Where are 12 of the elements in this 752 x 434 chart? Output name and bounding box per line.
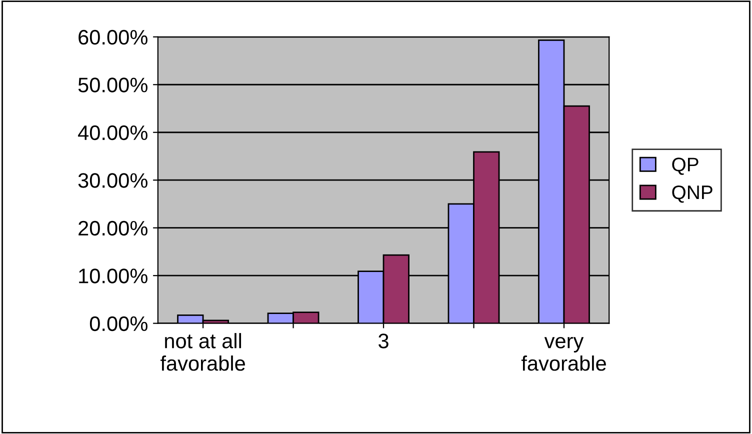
y-tick-label: 20.00% [78, 220, 148, 236]
y-tick-label: 60.00% [78, 30, 148, 45]
legend-label: QP [672, 158, 698, 175]
y-tick-label: 10.00% [79, 268, 148, 284]
legend-label: QNP [672, 185, 712, 203]
y-tick-label: 40.00% [78, 125, 148, 140]
y-tick-label: 0.00% [90, 316, 148, 332]
y-tick-label: 50.00% [78, 78, 148, 92]
x-tick-label: 3 [378, 334, 388, 348]
x-tick-label: not at all favorable [160, 333, 245, 371]
y-tick-label: 30.00% [78, 173, 148, 188]
x-tick-label: very favorable [521, 336, 606, 371]
